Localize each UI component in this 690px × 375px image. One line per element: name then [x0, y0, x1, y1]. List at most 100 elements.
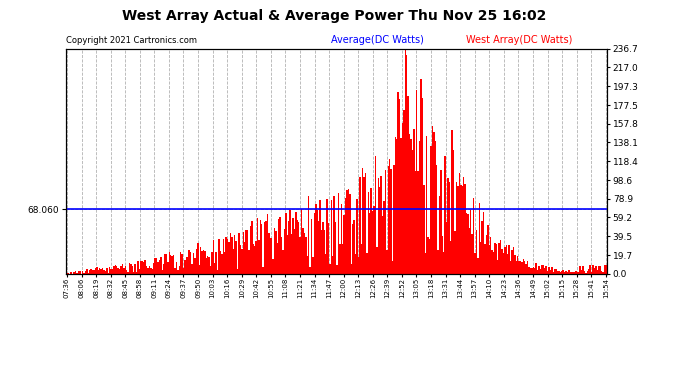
Bar [299, 237, 301, 274]
Bar [596, 270, 598, 274]
Bar [554, 269, 555, 274]
Bar [221, 254, 223, 274]
Bar [360, 244, 362, 274]
Bar [150, 268, 152, 274]
Bar [459, 173, 460, 274]
Bar [108, 273, 109, 274]
Bar [183, 268, 184, 274]
Bar [298, 222, 299, 274]
Bar [503, 253, 504, 274]
Bar [495, 244, 497, 274]
Bar [569, 272, 571, 274]
Bar [341, 204, 342, 274]
Bar [293, 218, 294, 274]
Bar [448, 182, 450, 274]
Bar [79, 271, 81, 274]
Bar [605, 264, 607, 274]
Bar [509, 245, 510, 274]
Bar [106, 268, 108, 274]
Bar [423, 185, 424, 274]
Bar [326, 199, 328, 274]
Bar [207, 256, 208, 274]
Bar [377, 178, 379, 274]
Bar [124, 266, 126, 274]
Bar [228, 242, 230, 274]
Bar [604, 266, 605, 274]
Bar [257, 219, 258, 274]
Bar [506, 244, 507, 274]
Bar [237, 269, 238, 274]
Bar [589, 265, 591, 274]
Bar [112, 270, 113, 274]
Bar [210, 267, 211, 274]
Bar [270, 238, 271, 274]
Bar [241, 249, 243, 274]
Bar [121, 264, 123, 274]
Bar [153, 263, 155, 274]
Bar [424, 253, 426, 274]
Bar [304, 233, 305, 274]
Bar [259, 220, 261, 274]
Bar [313, 213, 315, 274]
Bar [297, 220, 298, 274]
Bar [349, 194, 351, 274]
Bar [83, 273, 85, 274]
Bar [565, 271, 566, 274]
Bar [281, 237, 282, 274]
Bar [233, 249, 234, 274]
Bar [359, 177, 361, 274]
Bar [538, 266, 540, 274]
Bar [133, 272, 135, 274]
Bar [274, 228, 275, 274]
Bar [159, 260, 160, 274]
Bar [383, 201, 385, 274]
Bar [211, 252, 213, 274]
Bar [402, 123, 403, 274]
Bar [148, 266, 150, 274]
Bar [213, 240, 214, 274]
Bar [420, 79, 422, 274]
Bar [406, 55, 408, 274]
Bar [301, 209, 302, 274]
Bar [193, 254, 195, 274]
Bar [188, 250, 190, 274]
Bar [248, 250, 250, 274]
Bar [156, 258, 157, 274]
Bar [239, 245, 241, 274]
Bar [444, 156, 446, 274]
Bar [581, 270, 582, 274]
Bar [515, 261, 517, 274]
Bar [497, 260, 498, 274]
Bar [548, 267, 550, 274]
Bar [513, 247, 514, 274]
Bar [289, 210, 291, 274]
Bar [531, 268, 533, 274]
Bar [577, 272, 578, 274]
Bar [100, 269, 102, 274]
Bar [397, 92, 399, 274]
Bar [451, 130, 453, 274]
Bar [123, 268, 125, 274]
Bar [284, 228, 285, 274]
Bar [498, 243, 500, 274]
Bar [520, 261, 521, 274]
Bar [271, 238, 273, 274]
Bar [161, 270, 163, 274]
Bar [399, 99, 400, 274]
Bar [338, 194, 339, 274]
Bar [471, 234, 473, 274]
Bar [166, 254, 167, 274]
Bar [372, 211, 373, 274]
Bar [412, 150, 413, 274]
Bar [137, 261, 139, 274]
Bar [163, 264, 164, 274]
Bar [355, 254, 356, 274]
Bar [541, 265, 542, 274]
Bar [346, 190, 348, 274]
Bar [305, 237, 306, 274]
Bar [404, 49, 406, 274]
Bar [157, 262, 159, 274]
Bar [388, 166, 389, 274]
Bar [286, 235, 288, 274]
Bar [291, 234, 293, 274]
